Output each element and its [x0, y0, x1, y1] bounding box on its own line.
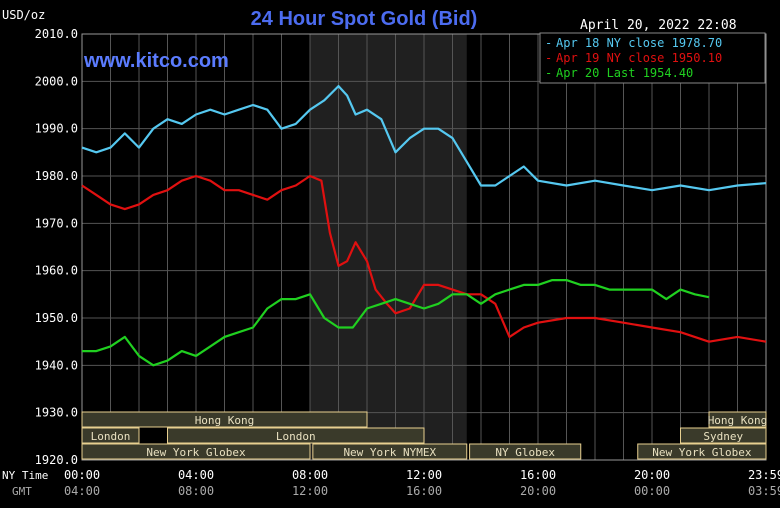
y-tick-label: 1960.0	[35, 264, 78, 278]
session-bar	[469, 443, 582, 460]
series-line-apr20	[82, 279, 710, 367]
session-label: New York Globex	[146, 446, 246, 459]
y-tick-label: 1920.0	[35, 453, 78, 467]
y-axis-unit: USD/oz	[2, 8, 45, 22]
y-tick-label: 1950.0	[35, 311, 78, 325]
x-tick-gmt: 16:00	[406, 484, 442, 498]
nymex-highlight-band	[310, 34, 467, 460]
series-line-apr19	[81, 174, 767, 343]
ny-time-label: NY Time	[2, 469, 48, 482]
session-bar	[708, 411, 767, 428]
session-label: Hong Kong	[195, 414, 255, 427]
x-tick-ny: 12:00	[406, 468, 442, 482]
session-label: Sydney	[703, 430, 743, 443]
x-tick-gmt: 00:00	[634, 484, 670, 498]
y-tick-label: 1940.0	[35, 358, 78, 372]
legend-entry-apr19: Apr 19 NY close 1950.10	[556, 51, 722, 65]
session-bar	[167, 427, 425, 444]
session-bar	[312, 443, 468, 460]
y-tick-label: 1980.0	[35, 169, 78, 183]
watermark: www.kitco.com	[83, 50, 229, 72]
x-tick-gmt: 03:59	[748, 484, 780, 498]
x-tick-ny: 16:00	[520, 468, 556, 482]
session-label: New York Globex	[652, 446, 752, 459]
legend-box	[539, 32, 766, 84]
legend: - Apr 18 NY close 1978.70 - Apr 19 NY cl…	[539, 32, 766, 84]
legend-marker-apr20: -	[545, 66, 552, 80]
y-tick-label: 1970.0	[35, 216, 78, 230]
session-label: New York NYMEX	[343, 446, 436, 459]
session-bar	[81, 411, 368, 428]
session-label: NY Globex	[495, 446, 555, 459]
session-bar	[680, 427, 767, 444]
legend-marker-apr18: -	[545, 36, 552, 50]
x-tick-gmt: 08:00	[178, 484, 214, 498]
x-tick-ny: 04:00	[178, 468, 214, 482]
session-bar	[81, 427, 140, 444]
x-tick-gmt: 04:00	[64, 484, 100, 498]
session-bar	[637, 443, 767, 460]
chart-title: 24 Hour Spot Gold (Bid)	[251, 8, 478, 30]
y-tick-label: 1990.0	[35, 122, 78, 136]
session-label: London	[91, 430, 131, 443]
session-bar	[81, 443, 311, 460]
plot-border	[81, 33, 767, 461]
x-tick-ny: 00:00	[64, 468, 100, 482]
legend-entry-apr20: Apr 20 Last 1954.40	[556, 66, 693, 80]
y-tick-label: 2000.0	[35, 74, 78, 88]
session-label: London	[276, 430, 316, 443]
legend-entry-apr18: Apr 18 NY close 1978.70	[556, 36, 722, 50]
gmt-label: GMT	[12, 485, 32, 498]
y-tick-label: 2010.0	[35, 27, 78, 41]
x-tick-gmt: 20:00	[520, 484, 556, 498]
series-line-apr18	[81, 84, 767, 192]
session-label: Hong Kong	[708, 414, 768, 427]
x-tick-ny: 08:00	[292, 468, 328, 482]
x-tick-ny: 23:59	[748, 468, 780, 482]
y-tick-label: 1930.0	[35, 406, 78, 420]
legend-marker-apr19: -	[545, 51, 552, 65]
x-tick-ny: 20:00	[634, 468, 670, 482]
chart-datetime: April 20, 2022 22:08	[580, 18, 737, 33]
x-tick-gmt: 12:00	[292, 484, 328, 498]
